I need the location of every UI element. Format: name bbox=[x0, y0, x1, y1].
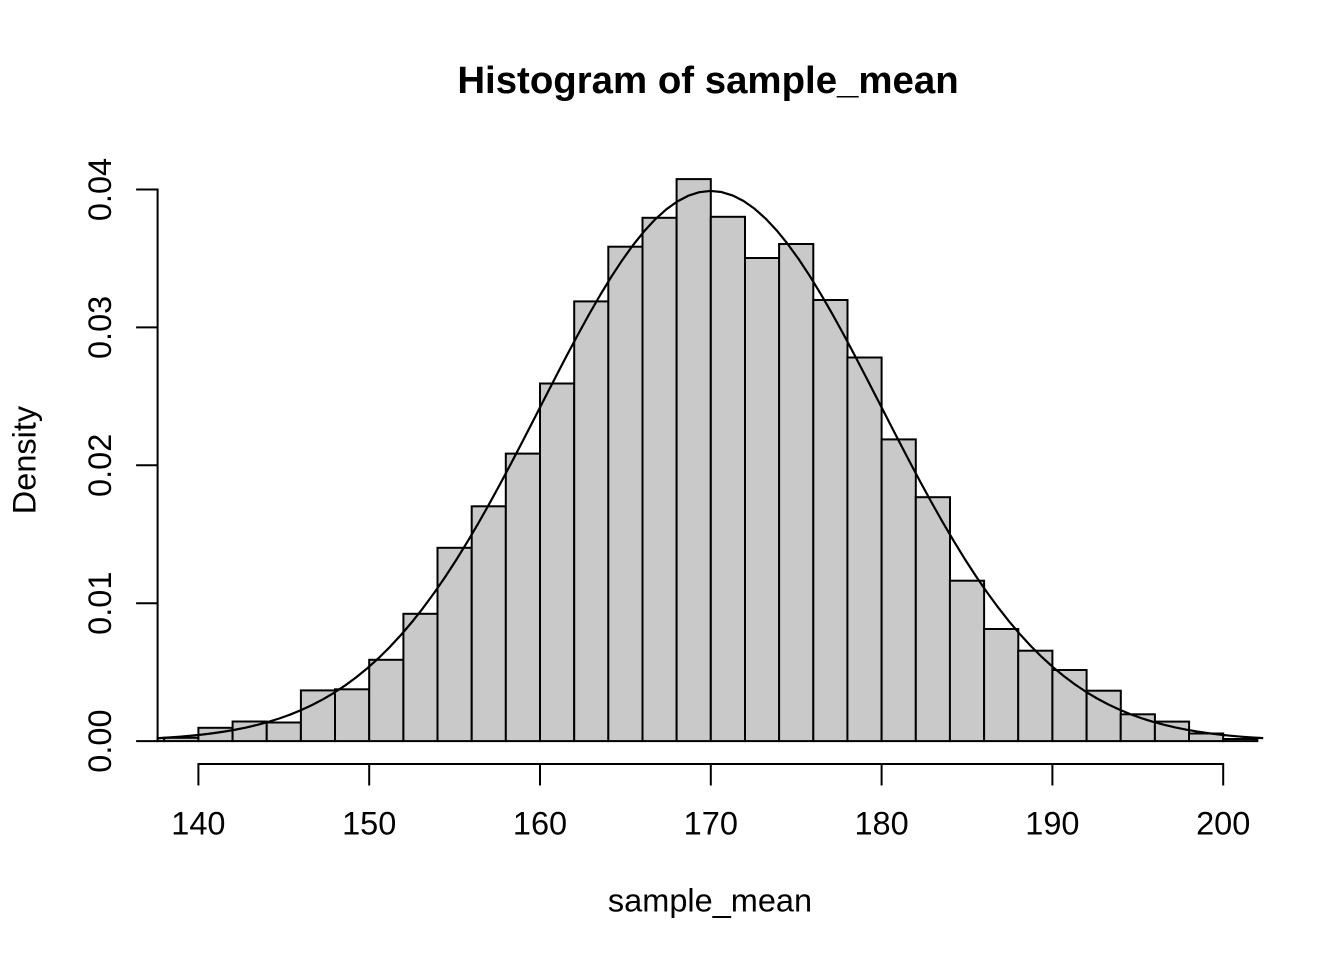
svg-text:Density: Density bbox=[7, 405, 43, 514]
svg-text:160: 160 bbox=[513, 806, 567, 842]
svg-text:180: 180 bbox=[854, 806, 908, 842]
svg-text:0.03: 0.03 bbox=[82, 296, 118, 359]
svg-text:190: 190 bbox=[1025, 806, 1079, 842]
svg-text:0.04: 0.04 bbox=[82, 158, 118, 221]
svg-text:0.01: 0.01 bbox=[82, 572, 118, 635]
svg-text:sample_mean: sample_mean bbox=[608, 883, 812, 919]
svg-text:0.00: 0.00 bbox=[82, 709, 118, 772]
svg-text:0.02: 0.02 bbox=[82, 434, 118, 497]
svg-text:150: 150 bbox=[342, 806, 396, 842]
svg-text:200: 200 bbox=[1196, 806, 1250, 842]
svg-text:140: 140 bbox=[171, 806, 225, 842]
svg-text:Histogram of sample_mean: Histogram of sample_mean bbox=[457, 59, 958, 102]
svg-text:170: 170 bbox=[684, 806, 738, 842]
